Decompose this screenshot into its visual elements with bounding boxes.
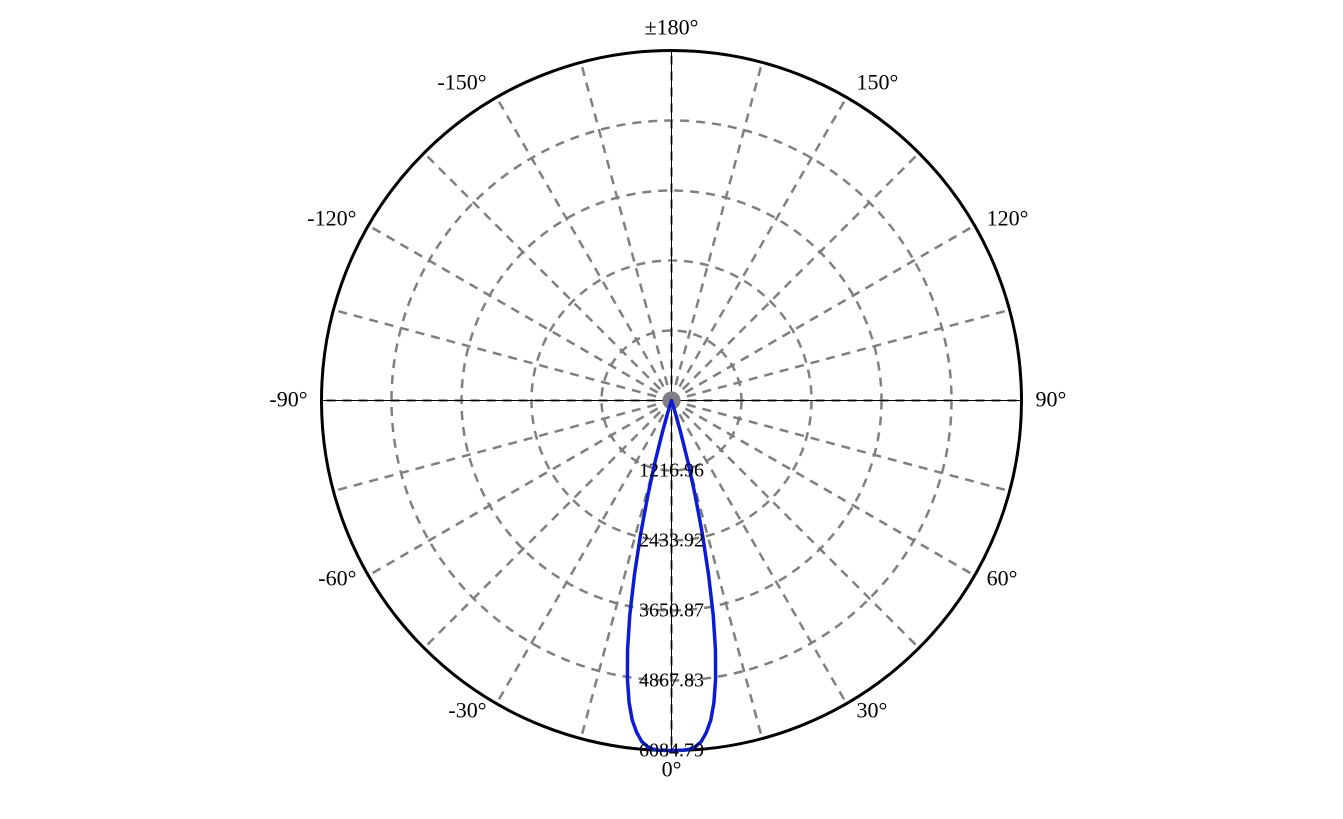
angle-spoke — [671, 400, 974, 575]
angle-label: 60° — [986, 565, 1017, 590]
angle-label: -150° — [437, 69, 486, 94]
angle-spoke — [333, 309, 671, 400]
angle-spoke — [671, 62, 762, 400]
radial-label: 3650.87 — [639, 599, 704, 621]
angle-label: -120° — [307, 205, 356, 230]
angle-label: ±180° — [644, 14, 698, 39]
radial-label: 4867.83 — [639, 669, 704, 691]
angle-spoke — [671, 400, 846, 703]
polar-chart: 1216.962433.923650.874867.836084.79±180°… — [0, 0, 1343, 819]
angle-spoke — [496, 97, 671, 400]
polar-svg: 1216.962433.923650.874867.836084.79±180°… — [0, 0, 1343, 819]
angle-label: 120° — [986, 205, 1028, 230]
angle-label: 150° — [856, 69, 898, 94]
radial-label: 2433.92 — [639, 529, 704, 551]
angle-label: 90° — [1035, 386, 1066, 411]
angle-spoke — [496, 400, 671, 703]
angle-label: -60° — [318, 565, 356, 590]
angle-spoke — [424, 153, 671, 400]
angle-spoke — [671, 400, 1009, 491]
angle-spoke — [368, 400, 671, 575]
angle-spoke — [671, 400, 918, 647]
angle-spoke — [580, 62, 671, 400]
angle-spoke — [671, 153, 918, 400]
angle-spoke — [671, 225, 974, 400]
angle-label: -30° — [448, 697, 486, 722]
angle-spoke — [333, 400, 671, 491]
angle-spoke — [671, 309, 1009, 400]
radial-label: 1216.96 — [639, 459, 704, 481]
angle-spoke — [368, 225, 671, 400]
angle-label: 30° — [856, 697, 887, 722]
angle-label: -90° — [269, 386, 307, 411]
angle-spoke — [671, 97, 846, 400]
angle-spoke — [424, 400, 671, 647]
angle-label: 0° — [661, 756, 681, 781]
